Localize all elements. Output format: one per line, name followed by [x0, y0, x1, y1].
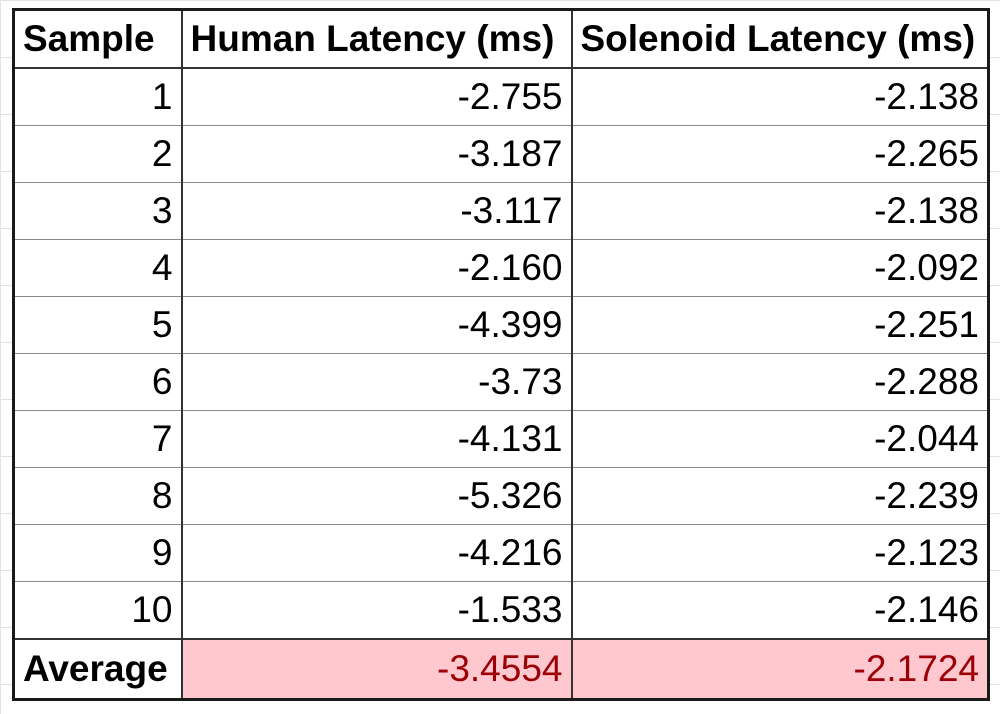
solenoid-latency-cell[interactable]: -2.044	[570, 410, 990, 468]
human-latency-cell[interactable]: -2.755	[180, 67, 573, 126]
latency-table: Sample Human Latency (ms) Solenoid Laten…	[12, 8, 990, 701]
table-row: 2 -3.187 -2.265	[12, 125, 990, 183]
human-latency-cell[interactable]: -5.326	[180, 467, 573, 525]
solenoid-latency-cell[interactable]: -2.092	[570, 239, 990, 297]
sample-cell[interactable]: 2	[12, 125, 183, 183]
human-latency-cell[interactable]: -1.533	[180, 581, 573, 640]
table-row: 3 -3.117 -2.138	[12, 182, 990, 240]
table-row: 1 -2.755 -2.138	[12, 67, 990, 126]
table-row: 6 -3.73 -2.288	[12, 353, 990, 411]
sample-cell[interactable]: 10	[12, 581, 183, 640]
average-solenoid-latency[interactable]: -2.1724	[570, 638, 990, 700]
sample-cell[interactable]: 9	[12, 524, 183, 582]
human-latency-cell[interactable]: -3.73	[180, 353, 573, 411]
table-row: 9 -4.216 -2.123	[12, 524, 990, 582]
solenoid-latency-cell[interactable]: -2.239	[570, 467, 990, 525]
solenoid-latency-cell[interactable]: -2.146	[570, 581, 990, 640]
average-human-latency[interactable]: -3.4554	[180, 638, 573, 700]
table-body: 1 -2.755 -2.138 2 -3.187 -2.265 3 -3.117 -2.138 4…	[12, 67, 990, 640]
sample-cell[interactable]: 7	[12, 410, 183, 468]
sample-cell[interactable]: 1	[12, 67, 183, 126]
solenoid-latency-cell[interactable]: -2.138	[570, 182, 990, 240]
human-latency-cell[interactable]: -2.160	[180, 239, 573, 297]
human-latency-cell[interactable]: -3.117	[180, 182, 573, 240]
human-latency-cell[interactable]: -4.216	[180, 524, 573, 582]
solenoid-latency-cell[interactable]: -2.288	[570, 353, 990, 411]
header-row: Sample Human Latency (ms) Solenoid Laten…	[12, 9, 990, 69]
sample-cell[interactable]: 5	[12, 296, 183, 354]
solenoid-latency-cell[interactable]: -2.138	[570, 67, 990, 126]
table-row: 5 -4.399 -2.251	[12, 296, 990, 354]
table-row: 4 -2.160 -2.092	[12, 239, 990, 297]
human-latency-cell[interactable]: -4.399	[180, 296, 573, 354]
average-label[interactable]: Average	[12, 638, 183, 700]
table-row: 8 -5.326 -2.239	[12, 467, 990, 525]
solenoid-latency-cell[interactable]: -2.123	[570, 524, 990, 582]
table-row: 10 -1.533 -2.146	[12, 581, 990, 640]
human-latency-cell[interactable]: -4.131	[180, 410, 573, 468]
human-latency-cell[interactable]: -3.187	[180, 125, 573, 183]
sample-cell[interactable]: 6	[12, 353, 183, 411]
solenoid-latency-cell[interactable]: -2.251	[570, 296, 990, 354]
average-row: Average -3.4554 -2.1724	[12, 638, 990, 700]
sample-cell[interactable]: 8	[12, 467, 183, 525]
header-solenoid-latency[interactable]: Solenoid Latency (ms)	[570, 9, 990, 69]
sample-cell[interactable]: 4	[12, 239, 183, 297]
solenoid-latency-cell[interactable]: -2.265	[570, 125, 990, 183]
header-sample[interactable]: Sample	[12, 9, 183, 69]
table-row: 7 -4.131 -2.044	[12, 410, 990, 468]
header-human-latency[interactable]: Human Latency (ms)	[180, 9, 573, 69]
sample-cell[interactable]: 3	[12, 182, 183, 240]
